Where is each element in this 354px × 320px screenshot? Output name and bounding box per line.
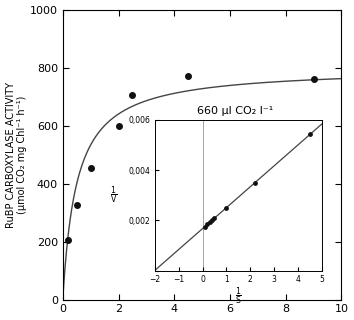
Point xyxy=(311,76,316,82)
Y-axis label: RuBP CARBOXYLASE ACTIVITY
(μmol CO₂ mg Chl⁻¹ h⁻¹): RuBP CARBOXYLASE ACTIVITY (μmol CO₂ mg C… xyxy=(6,82,27,228)
Text: 660 μl CO₂ l⁻¹: 660 μl CO₂ l⁻¹ xyxy=(196,106,273,116)
Point xyxy=(185,74,191,79)
Point xyxy=(88,165,93,170)
Point xyxy=(74,203,80,208)
Point xyxy=(116,123,121,128)
Point xyxy=(65,237,71,243)
Point xyxy=(130,92,135,98)
